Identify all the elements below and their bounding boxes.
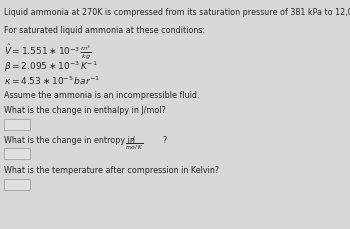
FancyBboxPatch shape (4, 149, 30, 160)
FancyBboxPatch shape (4, 119, 30, 130)
Text: ?: ? (162, 135, 167, 144)
Text: $\kappa = 4.53 \ast 10^{-5}\,bar^{-1}$: $\kappa = 4.53 \ast 10^{-5}\,bar^{-1}$ (4, 74, 100, 87)
Text: $\frac{J}{mol{\cdot}K}$: $\frac{J}{mol{\cdot}K}$ (126, 133, 145, 151)
Text: What is the change in enthalpy in J/mol?: What is the change in enthalpy in J/mol? (4, 106, 166, 115)
Text: What is the change in entropy in: What is the change in entropy in (4, 135, 138, 144)
Text: $\beta = 2.095 \ast 10^{-3}\,K^{-1}$: $\beta = 2.095 \ast 10^{-3}\,K^{-1}$ (4, 59, 98, 73)
Text: Liquid ammonia at 270K is compressed from its saturation pressure of 381 kPa to : Liquid ammonia at 270K is compressed fro… (4, 8, 350, 17)
FancyBboxPatch shape (4, 180, 30, 191)
Text: What is the temperature after compression in Kelvin?: What is the temperature after compressio… (4, 166, 219, 175)
Text: For saturated liquid ammonia at these conditions:: For saturated liquid ammonia at these co… (4, 26, 205, 35)
Text: $\hat{V} = 1.551 \ast 10^{-3}\,\frac{m^3}{kg}$: $\hat{V} = 1.551 \ast 10^{-3}\,\frac{m^3… (4, 43, 92, 62)
Text: Assume the ammonia is an incompressible fluid.: Assume the ammonia is an incompressible … (4, 90, 200, 99)
